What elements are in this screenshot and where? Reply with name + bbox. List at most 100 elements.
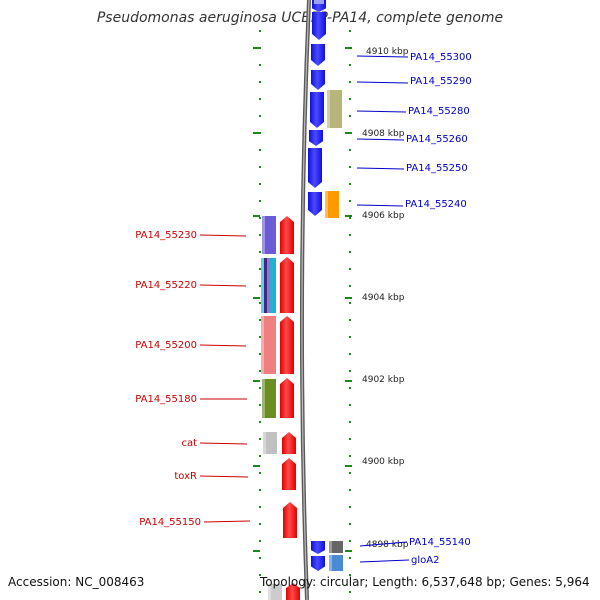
kbp-label: 4906 kbp [362,211,405,221]
tick-dot-right [349,591,351,593]
tick-dot-right [349,438,351,440]
forward-gene-label: PA14_55140 [409,537,471,548]
reverse-gene-leader [199,234,247,237]
kbp-label: 4900 kbp [362,457,405,467]
tick-dot-right [349,302,351,304]
reverse-gene-leader [199,442,248,445]
domain-box [325,191,339,218]
tick-dot-right [349,319,351,321]
reverse-gene-leader [199,284,247,287]
tick-dot-right [349,234,351,236]
tick-dot-left [259,404,261,406]
forward-gene-label: PA14_55300 [410,52,472,63]
tick-dot-left [259,472,261,474]
domain-box-highlight [262,216,265,254]
tick-dot-right [349,557,351,559]
forward-gene-leader [359,559,410,563]
reverse-gene-label: PA14_55230 [135,230,197,241]
tick-dot-right [349,387,351,389]
forward-gene-leader [359,541,408,547]
tick-dot-left [259,506,261,508]
tick-dot-right [349,64,351,66]
tick-dot-right [349,421,351,423]
genome-backbone-highlight [301,0,310,600]
forward-gene-label: PA14_55250 [406,163,468,174]
tick-dot-left [259,370,261,372]
domain-box [263,432,277,454]
tick-dot-right [349,370,351,372]
forward-gene-arrow [311,541,325,554]
forward-gene-arrow [311,44,325,66]
reverse-gene-arrow [280,257,294,313]
tick-dot-left [259,234,261,236]
forward-gene-fragment [314,0,324,4]
tick-dot-right [349,200,351,202]
reverse-gene-arrow [282,458,296,490]
reverse-gene-label: toxR [174,471,197,482]
tick-dot-left [259,591,261,593]
tick-dot-left [259,30,261,32]
reverse-gene-label: PA14_55180 [135,394,197,405]
tick-dot-left [259,285,261,287]
tick-dot-left [259,574,261,576]
forward-gene-arrow [311,70,325,90]
tick-dot-right [349,268,351,270]
forward-gene-arrow [312,12,326,40]
reverse-gene-arrow [280,316,294,374]
reverse-gene-arrow [283,502,297,538]
forward-gene-label: PA14_55280 [408,106,470,117]
tick-dot-left [259,302,261,304]
tick-dot-right [349,81,351,83]
tick-dot-left [259,421,261,423]
tick-dot-right [349,455,351,457]
kbp-label: 4902 kbp [362,375,405,385]
tick-dot-right [349,506,351,508]
forward-gene-arrow [308,192,322,216]
domain-box [262,379,276,418]
tick-dot-left [259,540,261,542]
domain-box [261,316,276,374]
tick-dot-left [259,64,261,66]
kbp-label: 4904 kbp [362,293,405,303]
genome-title: Pseudomonas aeruginosa UCBPP-PA14, compl… [96,10,504,26]
domain-box-highlight [327,90,330,128]
tick-dot-left [259,268,261,270]
tick-dot-left [259,251,261,253]
tick-dot-right [349,251,351,253]
tick-dot-left [259,455,261,457]
tick-major-right [345,380,352,382]
domain-box-stripe [264,258,267,313]
tick-dot-left [259,319,261,321]
tick-major-left [253,132,260,134]
reverse-gene-leader [203,520,251,523]
kbp-label: 4898 kbp [366,540,409,550]
tick-major-left [253,297,260,299]
forward-gene-arrow [310,92,324,128]
domain-box [327,90,342,128]
forward-gene-leader [356,167,405,170]
forward-gene-label: PA14_55290 [410,76,472,87]
tick-dot-right [349,98,351,100]
domain-box [262,216,276,254]
tick-dot-right [349,353,351,355]
domain-box-highlight [261,316,264,374]
forward-gene-label: PA14_55240 [405,199,467,210]
forward-gene-arrow [309,130,323,146]
reverse-gene-arrow [286,583,300,600]
tick-major-right [345,297,352,299]
topology-label: Topology: circular; Length: 6,537,648 bp… [260,575,590,589]
domain-box-highlight [261,258,264,313]
tick-dot-right [349,183,351,185]
reverse-gene-arrow [280,378,294,418]
tick-major-left [253,47,260,49]
tick-major-right [345,132,352,134]
tick-dot-right [349,472,351,474]
tick-dot-left [259,200,261,202]
tick-dot-left [259,387,261,389]
tick-major-left [253,215,260,217]
tick-major-left [253,380,260,382]
domain-box [329,541,343,553]
forward-gene-leader [356,204,404,207]
tick-major-left [253,465,260,467]
forward-gene-leader [356,138,405,141]
